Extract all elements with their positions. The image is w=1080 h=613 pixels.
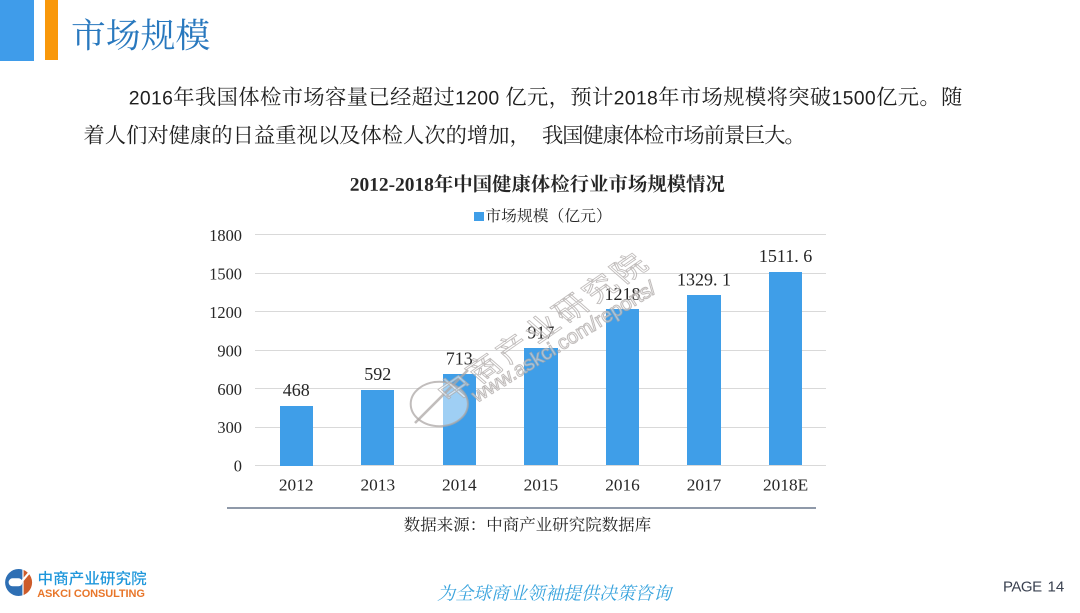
svg-text:592: 592 bbox=[364, 364, 391, 384]
svg-text:468: 468 bbox=[283, 380, 310, 400]
svg-text:600: 600 bbox=[217, 380, 242, 399]
svg-text:2017: 2017 bbox=[687, 475, 722, 494]
svg-text:ASKCI CONSULTING: ASKCI CONSULTING bbox=[37, 588, 145, 600]
svg-text:14: 14 bbox=[1048, 579, 1065, 596]
svg-text:300: 300 bbox=[217, 418, 242, 437]
svg-text:PAGE: PAGE bbox=[1003, 579, 1042, 596]
svg-text:2016: 2016 bbox=[605, 475, 640, 494]
svg-text:2013: 2013 bbox=[361, 475, 396, 494]
svg-text:1218: 1218 bbox=[605, 284, 641, 304]
svg-text:1500: 1500 bbox=[209, 264, 242, 283]
svg-text:1511. 6: 1511. 6 bbox=[759, 246, 812, 266]
svg-text:900: 900 bbox=[217, 341, 242, 360]
svg-text:2015: 2015 bbox=[524, 475, 559, 494]
svg-text:1329. 1: 1329. 1 bbox=[677, 270, 731, 290]
svg-text:1800: 1800 bbox=[209, 226, 242, 245]
svg-text:2012: 2012 bbox=[279, 475, 314, 494]
svg-text:2014: 2014 bbox=[442, 475, 477, 494]
svg-text:www.askci.com/reports/: www.askci.com/reports/ bbox=[467, 277, 660, 408]
svg-text:2018E: 2018E bbox=[763, 475, 808, 494]
svg-text:1200: 1200 bbox=[209, 303, 242, 322]
svg-text:713: 713 bbox=[446, 349, 473, 369]
svg-text:0: 0 bbox=[234, 457, 242, 476]
